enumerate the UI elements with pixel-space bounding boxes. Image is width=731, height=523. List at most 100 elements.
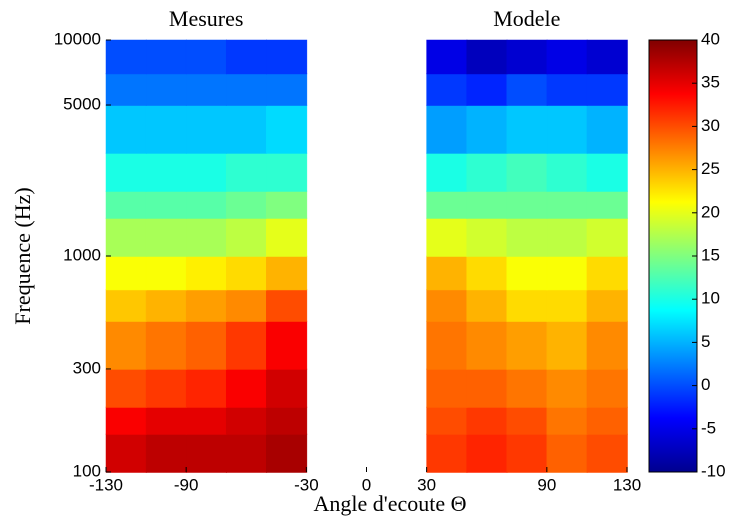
heatmap-cell (506, 73, 548, 106)
colorbar-tick-label: 10 (701, 289, 720, 308)
colorbar-tick-label: 30 (701, 116, 720, 135)
heatmap-cell (225, 255, 268, 291)
heatmap-cell (546, 217, 588, 257)
heatmap-cell (225, 433, 268, 473)
heatmap-cell (586, 320, 628, 370)
heatmap-cell (225, 152, 268, 192)
heatmap-cell (145, 406, 187, 435)
colorbar-tick-label: -5 (701, 418, 716, 437)
heatmap-cell (266, 104, 308, 154)
y-tick-label: 300 (73, 358, 101, 377)
x-tick-label: 30 (417, 475, 436, 494)
heatmap-cell (225, 217, 268, 257)
heatmap-cell (586, 190, 628, 219)
heatmap-cell (185, 39, 227, 75)
heatmap-cell (145, 73, 187, 106)
heatmap-cell (225, 104, 268, 154)
y-axis-label: Frequence (Hz) (10, 187, 35, 324)
heatmap-cell (105, 320, 147, 370)
heatmap-cell (546, 39, 588, 75)
heatmap-cell (546, 289, 588, 322)
heatmap-cell (225, 368, 268, 408)
heatmap-cell (266, 217, 308, 257)
heatmap-cell (426, 289, 468, 322)
heatmap-cell (466, 406, 508, 435)
heatmap-cell (185, 320, 227, 370)
heatmap-cell (506, 104, 548, 154)
heatmap-cell (105, 190, 147, 219)
heatmap-cell (546, 320, 588, 370)
heatmap-cell (145, 190, 187, 219)
heatmap-cell (426, 320, 468, 370)
heatmap-cell (466, 289, 508, 322)
heatmap-cell (185, 152, 227, 192)
heatmap-cell (185, 217, 227, 257)
heatmap-cell (586, 73, 628, 106)
heatmap-cell (466, 39, 508, 75)
heatmap-cell (225, 190, 268, 219)
colorbar-tick-label: 0 (701, 375, 710, 394)
heatmap-cell (586, 406, 628, 435)
heatmap-cell (466, 320, 508, 370)
heatmap-cell (266, 39, 308, 75)
heatmap-cell (266, 152, 308, 192)
heatmap-cell (185, 289, 227, 322)
heatmap-cell (185, 190, 227, 219)
heatmap-cell (506, 255, 548, 291)
heatmap-cell (185, 255, 227, 291)
heatmap-cell (466, 368, 508, 408)
colorbar-tick-label: -10 (701, 461, 726, 480)
heatmap-cell (105, 406, 147, 435)
heatmap-cell (546, 368, 588, 408)
x-tick-label: -130 (89, 475, 123, 494)
heatmap-cell (506, 190, 548, 219)
heatmap-cell (185, 433, 227, 473)
y-tick-label: 10000 (54, 29, 101, 48)
heatmap-cell (185, 368, 227, 408)
heatmap-cell (546, 255, 588, 291)
heatmap-cell (266, 190, 308, 219)
heatmap-cell (466, 433, 508, 473)
heatmap-cell (225, 406, 268, 435)
heatmap-cell (466, 73, 508, 106)
x-tick-label: 0 (362, 475, 371, 494)
heatmap-cell (105, 433, 147, 473)
heatmap-cell (225, 73, 268, 106)
heatmap-cell (586, 39, 628, 75)
heatmap-cell (185, 104, 227, 154)
heatmap-cell (426, 217, 468, 257)
heatmap-cells (105, 39, 628, 473)
heatmap-cell (546, 152, 588, 192)
colorbar-tick-label: 35 (701, 73, 720, 92)
heatmap-cell (185, 406, 227, 435)
heatmap-cell (546, 190, 588, 219)
heatmap-cell (466, 190, 508, 219)
heatmap-cell (426, 73, 468, 106)
heatmap-cell (266, 320, 308, 370)
x-tick-label: -30 (294, 475, 319, 494)
heatmap-cell (466, 255, 508, 291)
heatmap-cell (546, 433, 588, 473)
y-tick-label: 5000 (63, 95, 101, 114)
heatmap-cell (586, 289, 628, 322)
heatmap-cell (546, 104, 588, 154)
heatmap-cell (105, 255, 147, 291)
heatmap-cell (506, 39, 548, 75)
heatmap-cell (105, 73, 147, 106)
heatmap-cell (466, 104, 508, 154)
heatmap-cell (506, 289, 548, 322)
heatmap-cell (426, 368, 468, 408)
heatmap-cell (426, 433, 468, 473)
y-tick-label: 100 (73, 461, 101, 480)
x-tick-label: 90 (537, 475, 556, 494)
heatmap-cell (426, 190, 468, 219)
heatmap-cell (145, 217, 187, 257)
heatmap-cell (105, 39, 147, 75)
heatmap-cell (506, 320, 548, 370)
heatmap-cell (266, 433, 308, 473)
heatmap-cell (546, 73, 588, 106)
heatmap-cell (145, 152, 187, 192)
heatmap-cell (145, 289, 187, 322)
colorbar-tick-label: 5 (701, 332, 710, 351)
heatmap-cell (586, 368, 628, 408)
